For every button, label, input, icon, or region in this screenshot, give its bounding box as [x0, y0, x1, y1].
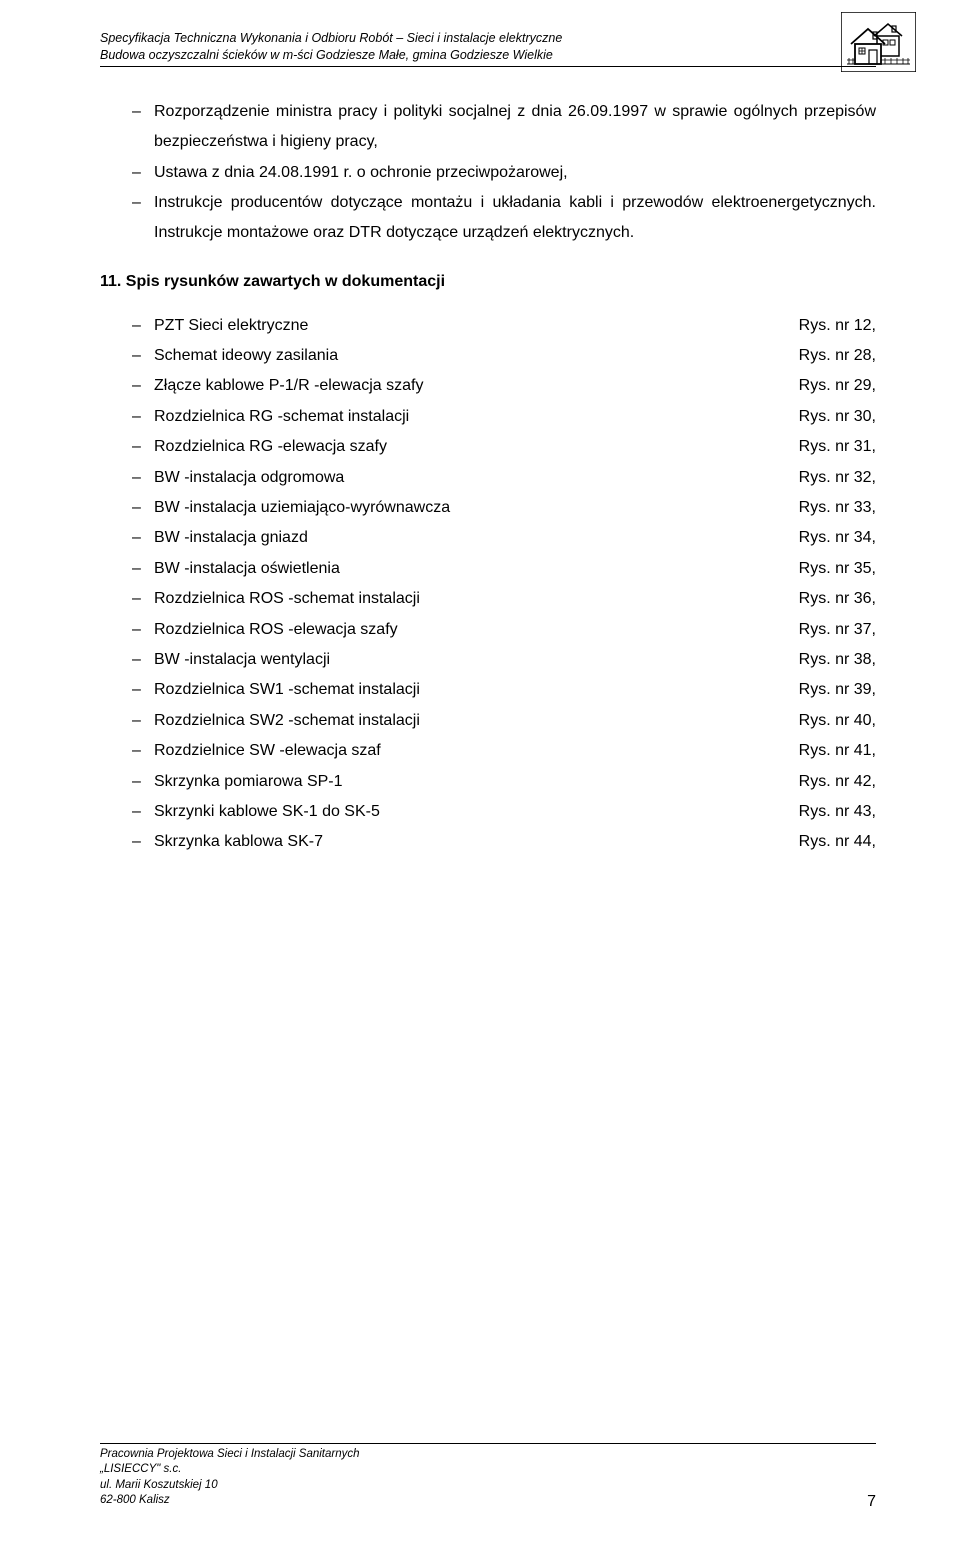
- drawing-item: Rozdzielnica RG -schemat instalacjiRys. …: [136, 402, 876, 432]
- footer-line-1: Pracownia Projektowa Sieci i Instalacji …: [100, 1447, 876, 1463]
- drawing-label: PZT Sieci elektryczne: [154, 311, 799, 341]
- drawing-item: Rozdzielnica SW1 -schemat instalacjiRys.…: [136, 675, 876, 705]
- drawing-item: BW -instalacja wentylacjiRys. nr 38,: [136, 645, 876, 675]
- drawing-ref: Rys. nr 44,: [799, 827, 876, 857]
- drawing-item: Rozdzielnica ROS -elewacja szafyRys. nr …: [136, 615, 876, 645]
- drawing-label: Rozdzielnica SW1 -schemat instalacji: [154, 675, 799, 705]
- drawing-ref: Rys. nr 37,: [799, 615, 876, 645]
- drawing-item: PZT Sieci elektryczneRys. nr 12,: [136, 311, 876, 341]
- drawing-ref: Rys. nr 35,: [799, 554, 876, 584]
- header-line-2: Budowa oczyszczalni ścieków w m-ści Godz…: [100, 47, 876, 64]
- intro-item: Rozporządzenie ministra pracy i polityki…: [136, 97, 876, 158]
- drawing-ref: Rys. nr 41,: [799, 736, 876, 766]
- drawing-item: BW -instalacja oświetleniaRys. nr 35,: [136, 554, 876, 584]
- drawing-ref: Rys. nr 12,: [799, 311, 876, 341]
- drawing-item: Schemat ideowy zasilaniaRys. nr 28,: [136, 341, 876, 371]
- document-header: Specyfikacja Techniczna Wykonania i Odbi…: [100, 30, 876, 67]
- drawing-label: BW -instalacja gniazd: [154, 523, 799, 553]
- footer-line-3: ul. Marii Koszutskiej 10: [100, 1478, 876, 1494]
- drawing-ref: Rys. nr 39,: [799, 675, 876, 705]
- drawing-ref: Rys. nr 40,: [799, 706, 876, 736]
- drawing-list: PZT Sieci elektryczneRys. nr 12, Schemat…: [100, 311, 876, 858]
- drawing-label: BW -instalacja uziemiająco-wyrównawcza: [154, 493, 799, 523]
- drawing-label: Rozdzielnica ROS -schemat instalacji: [154, 584, 799, 614]
- intro-item: Ustawa z dnia 24.08.1991 r. o ochronie p…: [136, 158, 876, 188]
- document-footer: Pracownia Projektowa Sieci i Instalacji …: [100, 1443, 876, 1509]
- header-divider: [100, 66, 876, 67]
- drawing-item: Złącze kablowe P-1/R -elewacja szafyRys.…: [136, 371, 876, 401]
- drawing-ref: Rys. nr 36,: [799, 584, 876, 614]
- intro-bullet-list: Rozporządzenie ministra pracy i polityki…: [100, 97, 876, 249]
- drawing-ref: Rys. nr 32,: [799, 463, 876, 493]
- drawing-ref: Rys. nr 29,: [799, 371, 876, 401]
- drawing-label: BW -instalacja wentylacji: [154, 645, 799, 675]
- drawing-item: Rozdzielnica ROS -schemat instalacjiRys.…: [136, 584, 876, 614]
- drawing-ref: Rys. nr 30,: [799, 402, 876, 432]
- drawing-label: Rozdzielnica RG -schemat instalacji: [154, 402, 799, 432]
- drawing-label: Złącze kablowe P-1/R -elewacja szafy: [154, 371, 799, 401]
- drawing-ref: Rys. nr 38,: [799, 645, 876, 675]
- drawing-label: BW -instalacja oświetlenia: [154, 554, 799, 584]
- drawing-ref: Rys. nr 33,: [799, 493, 876, 523]
- drawing-ref: Rys. nr 28,: [799, 341, 876, 371]
- drawing-label: Rozdzielnica RG -elewacja szafy: [154, 432, 799, 462]
- section-heading: 11. Spis rysunków zawartych w dokumentac…: [100, 273, 876, 291]
- house-logo-icon: [841, 12, 916, 72]
- drawing-ref: Rys. nr 42,: [799, 767, 876, 797]
- drawing-item: Rozdzielnica SW2 -schemat instalacjiRys.…: [136, 706, 876, 736]
- drawing-item: BW -instalacja odgromowaRys. nr 32,: [136, 463, 876, 493]
- drawing-ref: Rys. nr 34,: [799, 523, 876, 553]
- drawing-item: Skrzynki kablowe SK-1 do SK-5Rys. nr 43,: [136, 797, 876, 827]
- footer-line-4: 62-800 Kalisz: [100, 1493, 876, 1509]
- drawing-label: Skrzynka pomiarowa SP-1: [154, 767, 799, 797]
- drawing-ref: Rys. nr 43,: [799, 797, 876, 827]
- drawing-label: Rozdzielnice SW -elewacja szaf: [154, 736, 799, 766]
- footer-divider: [100, 1443, 876, 1444]
- drawing-label: Skrzynki kablowe SK-1 do SK-5: [154, 797, 799, 827]
- drawing-item: Rozdzielnica RG -elewacja szafyRys. nr 3…: [136, 432, 876, 462]
- drawing-item: BW -instalacja gniazdRys. nr 34,: [136, 523, 876, 553]
- header-line-1: Specyfikacja Techniczna Wykonania i Odbi…: [100, 30, 876, 47]
- drawing-item: BW -instalacja uziemiająco-wyrównawczaRy…: [136, 493, 876, 523]
- drawing-label: Rozdzielnica ROS -elewacja szafy: [154, 615, 799, 645]
- drawing-label: BW -instalacja odgromowa: [154, 463, 799, 493]
- drawing-label: Schemat ideowy zasilania: [154, 341, 799, 371]
- drawing-item: Rozdzielnice SW -elewacja szafRys. nr 41…: [136, 736, 876, 766]
- drawing-label: Skrzynka kablowa SK-7: [154, 827, 799, 857]
- drawing-ref: Rys. nr 31,: [799, 432, 876, 462]
- page-number: 7: [867, 1493, 876, 1511]
- drawing-item: Skrzynka kablowa SK-7Rys. nr 44,: [136, 827, 876, 857]
- footer-line-2: „LISIECCY" s.c.: [100, 1462, 876, 1478]
- intro-item: Instrukcje producentów dotyczące montażu…: [136, 188, 876, 249]
- drawing-item: Skrzynka pomiarowa SP-1Rys. nr 42,: [136, 767, 876, 797]
- drawing-label: Rozdzielnica SW2 -schemat instalacji: [154, 706, 799, 736]
